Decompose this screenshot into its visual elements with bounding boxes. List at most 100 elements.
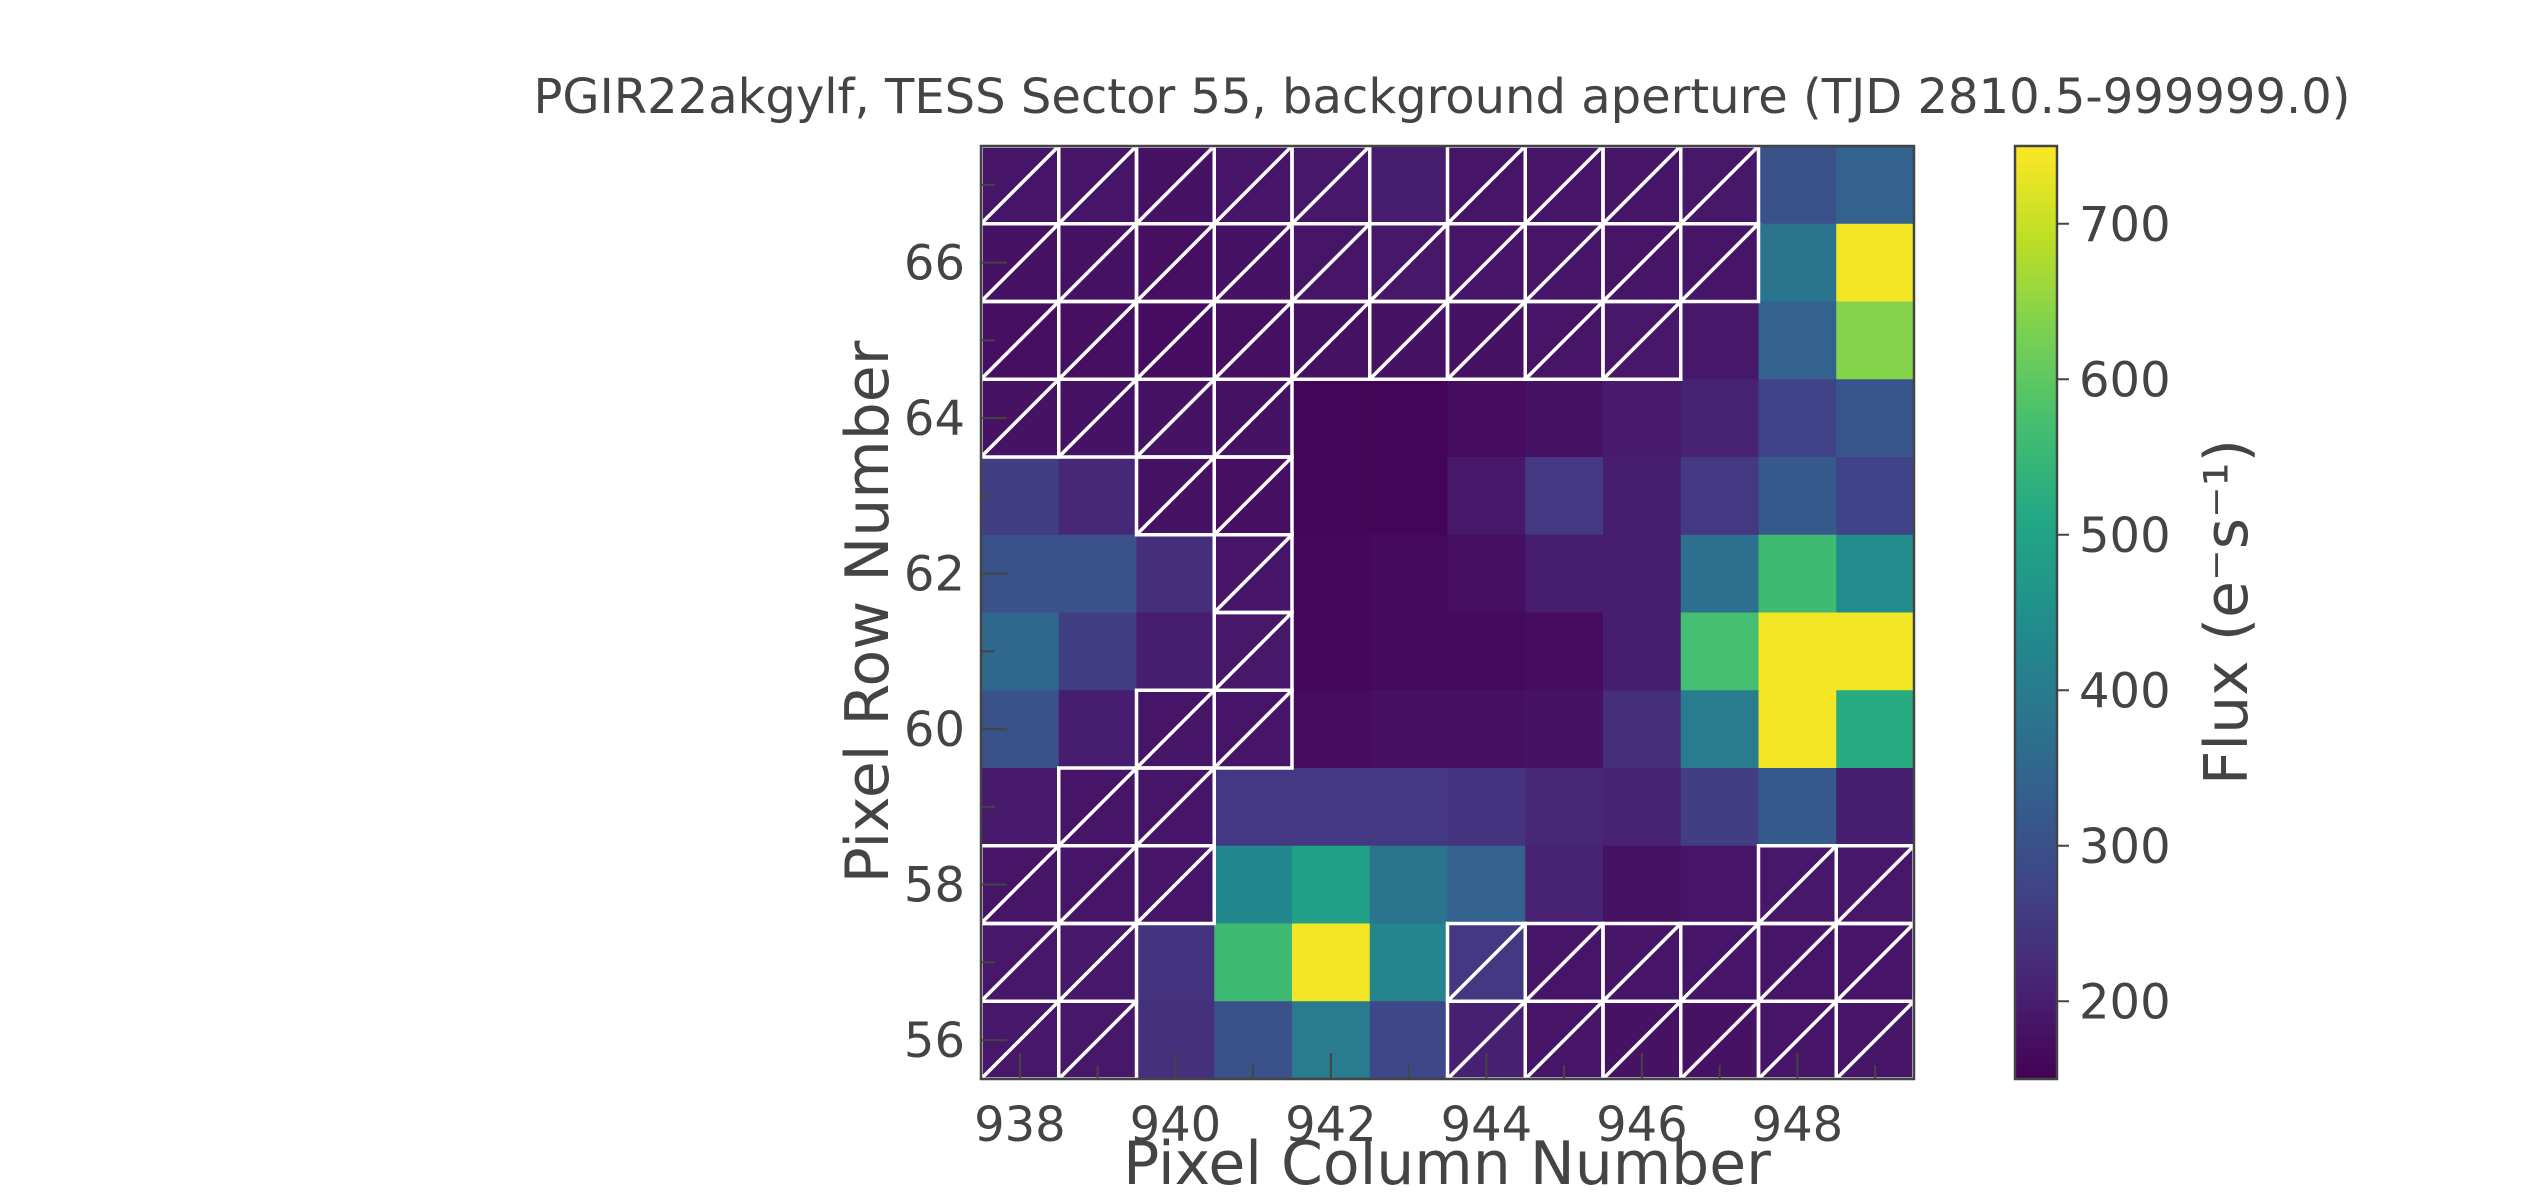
heatmap-cell bbox=[1447, 379, 1526, 458]
colorbar-tick-label: 400 bbox=[2079, 663, 2171, 719]
heatmap-cell bbox=[1369, 457, 1449, 536]
x-axis-ticks: 938 940 942 944 946 948 bbox=[974, 1053, 1877, 1153]
heatmap-cell bbox=[1758, 534, 1837, 614]
colorbar bbox=[2013, 144, 2059, 1081]
colorbar-tick-label: 200 bbox=[2079, 974, 2171, 1030]
heatmap-cell bbox=[1214, 768, 1293, 847]
heatmap-cell bbox=[1292, 768, 1371, 847]
heatmap-cell bbox=[1292, 923, 1371, 1002]
y-tick-label: 56 bbox=[904, 1013, 965, 1069]
heatmap-cell bbox=[1836, 768, 1915, 847]
plot-frame bbox=[979, 144, 1916, 1081]
heatmap-cell bbox=[1058, 612, 1138, 691]
y-tick-label: 62 bbox=[904, 547, 965, 603]
heatmap-cell bbox=[1680, 457, 1760, 536]
heatmap-cell bbox=[1447, 845, 1526, 925]
heatmap-cell bbox=[1525, 768, 1604, 847]
heatmap-cell bbox=[1369, 845, 1449, 925]
heatmap-cell bbox=[1603, 690, 1682, 769]
colorbar-label: Flux (e⁻s⁻¹) bbox=[2192, 439, 2262, 785]
colorbar-tick-label: 300 bbox=[2079, 819, 2171, 875]
heatmap-cell bbox=[1836, 223, 1915, 303]
heatmap-cell bbox=[1369, 146, 1449, 225]
aperture-mask-cell bbox=[1212, 688, 1294, 770]
y-axis-ticks: 56 58 60 62 64 66 bbox=[904, 183, 1007, 1069]
heatmap-cell bbox=[1136, 534, 1215, 614]
y-tick-label: 60 bbox=[904, 702, 965, 758]
heatmap-cell bbox=[1603, 379, 1682, 458]
heatmap-cell bbox=[1292, 612, 1371, 691]
heatmap-cell bbox=[1214, 923, 1293, 1002]
aperture-mask-cell bbox=[1679, 222, 1761, 304]
heatmap-cell bbox=[1680, 301, 1760, 380]
heatmap-cell bbox=[1369, 379, 1449, 458]
heatmap-cell bbox=[1136, 612, 1215, 691]
heatmap-cell bbox=[1136, 923, 1215, 1002]
x-axis-label: Pixel Column Number bbox=[1123, 1129, 1771, 1199]
heatmap-cell bbox=[1447, 690, 1526, 769]
heatmap-cell bbox=[1292, 457, 1371, 536]
x-tick-label: 942 bbox=[1285, 1097, 1377, 1153]
heatmap-cell bbox=[1603, 534, 1682, 614]
y-tick-label: 66 bbox=[904, 236, 965, 292]
heatmap-cell bbox=[1214, 845, 1293, 925]
x-tick-label: 940 bbox=[1130, 1097, 1222, 1153]
colorbar-tick-label: 700 bbox=[2079, 197, 2171, 253]
heatmap-cell bbox=[1603, 768, 1682, 847]
heatmap-cell bbox=[1058, 690, 1138, 769]
heatmap-cell bbox=[1758, 612, 1837, 691]
heatmap-cell bbox=[1836, 301, 1915, 380]
heatmap-cell bbox=[1369, 612, 1449, 691]
heatmap-cell bbox=[1680, 768, 1760, 847]
aperture-mask-cell bbox=[1601, 299, 1683, 381]
x-tick-label: 948 bbox=[1752, 1097, 1844, 1153]
heatmap-cell bbox=[1058, 534, 1138, 614]
colorbar-ticks: 200 300 400 500 600 700 bbox=[2057, 197, 2171, 1030]
colorbar-tick-label: 600 bbox=[2079, 352, 2171, 408]
heatmap-cell bbox=[1369, 534, 1449, 614]
heatmap-cell bbox=[1292, 690, 1371, 769]
heatmap-cell bbox=[1836, 146, 1915, 225]
heatmap-cell bbox=[1758, 223, 1837, 303]
heatmap-cell bbox=[1836, 612, 1915, 691]
heatmap-cell bbox=[1525, 612, 1604, 691]
y-tick-label: 58 bbox=[904, 858, 965, 914]
heatmap-cell bbox=[1447, 768, 1526, 847]
heatmap-cell bbox=[1369, 923, 1449, 1002]
heatmap-cell bbox=[1525, 379, 1604, 458]
heatmap-cell bbox=[1292, 534, 1371, 614]
heatmap-cells bbox=[981, 146, 1915, 1080]
x-tick-label: 938 bbox=[974, 1097, 1066, 1153]
x-tick-label: 946 bbox=[1596, 1097, 1688, 1153]
heatmap-cell bbox=[1758, 690, 1837, 769]
heatmap-cell bbox=[1525, 457, 1604, 536]
heatmap-cell bbox=[1525, 690, 1604, 769]
heatmap-cell bbox=[1680, 379, 1760, 458]
heatmap-cell bbox=[1680, 534, 1760, 614]
heatmap-cell bbox=[1836, 379, 1915, 458]
heatmap-cell bbox=[1836, 534, 1915, 614]
heatmap-cell bbox=[1292, 379, 1371, 458]
heatmap-cell bbox=[1758, 457, 1837, 536]
heatmap-cell bbox=[1680, 612, 1760, 691]
heatmap-cell bbox=[1058, 457, 1138, 536]
heatmap-cell bbox=[1836, 457, 1915, 536]
x-tick-label: 944 bbox=[1441, 1097, 1533, 1153]
heatmap-cell bbox=[1447, 457, 1526, 536]
heatmap-cell bbox=[1758, 768, 1837, 847]
heatmap-cell bbox=[1836, 690, 1915, 769]
heatmap-cell bbox=[1525, 534, 1604, 614]
heatmap-cell bbox=[1758, 146, 1837, 225]
y-tick-label: 64 bbox=[904, 391, 965, 447]
heatmap-cell bbox=[1603, 845, 1682, 925]
colorbar-tick-label: 500 bbox=[2079, 508, 2171, 564]
heatmap-cell bbox=[1680, 845, 1760, 925]
heatmap-cell bbox=[1447, 612, 1526, 691]
heatmap-cell bbox=[1525, 845, 1604, 925]
chart-title: PGIR22akgylf, TESS Sector 55, background… bbox=[533, 69, 2350, 125]
heatmap-cell bbox=[1680, 690, 1760, 769]
heatmap-cell bbox=[1758, 301, 1837, 380]
y-axis-label: Pixel Row Number bbox=[833, 340, 903, 883]
heatmap-cell bbox=[1603, 457, 1682, 536]
